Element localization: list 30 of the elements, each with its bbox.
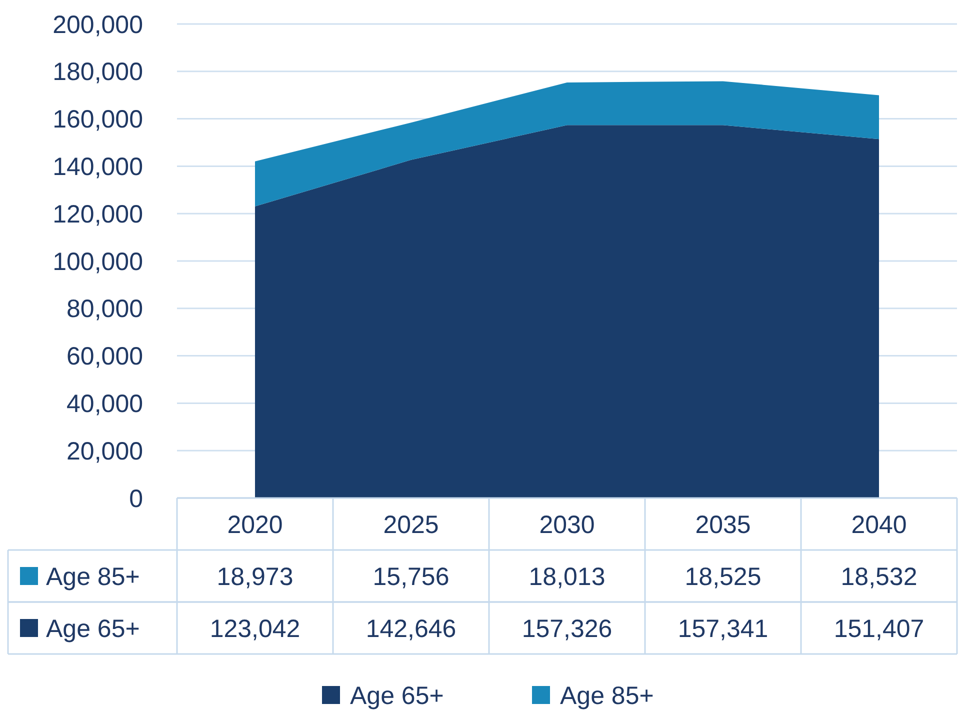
data-label: 142,646 <box>366 614 456 643</box>
y-tick-label: 160,000 <box>52 106 143 134</box>
x-tick-label: 2035 <box>695 510 751 539</box>
data-label: 18,525 <box>684 562 762 591</box>
data-label: 18,532 <box>840 562 918 591</box>
data-label: 157,326 <box>522 614 612 643</box>
x-tick-label: 2030 <box>539 510 595 539</box>
y-tick-label: 140,000 <box>52 152 143 181</box>
x-tick-label: 2040 <box>851 510 907 539</box>
data-label: 15,756 <box>372 562 450 591</box>
text: Age 65+ <box>350 682 444 710</box>
legend-label: Age 85+ <box>46 562 140 591</box>
y-tick-label: 0 <box>129 484 143 513</box>
data-label: 18,013 <box>528 562 606 591</box>
data-label: 157,341 <box>678 614 768 643</box>
x-tick-label: 2025 <box>383 510 439 539</box>
legend-label: Age 65+ <box>46 614 140 643</box>
y-tick-label: 60,000 <box>66 342 143 371</box>
y-tick-label: 20,000 <box>66 437 143 466</box>
y-tick-label: 120,000 <box>52 200 143 228</box>
y-tick-label: 40,000 <box>66 390 143 418</box>
y-tick-label: 180,000 <box>52 58 143 86</box>
y-tick-label: 80,000 <box>66 295 143 324</box>
text: Age 85+ <box>560 682 654 710</box>
data-label: 123,042 <box>210 614 300 643</box>
data-label: 151,407 <box>834 614 924 643</box>
y-tick-label: 200,000 <box>52 10 143 39</box>
x-tick-label: 2020 <box>227 510 283 539</box>
data-label: 18,973 <box>216 562 294 591</box>
y-tick-label: 100,000 <box>52 248 143 276</box>
